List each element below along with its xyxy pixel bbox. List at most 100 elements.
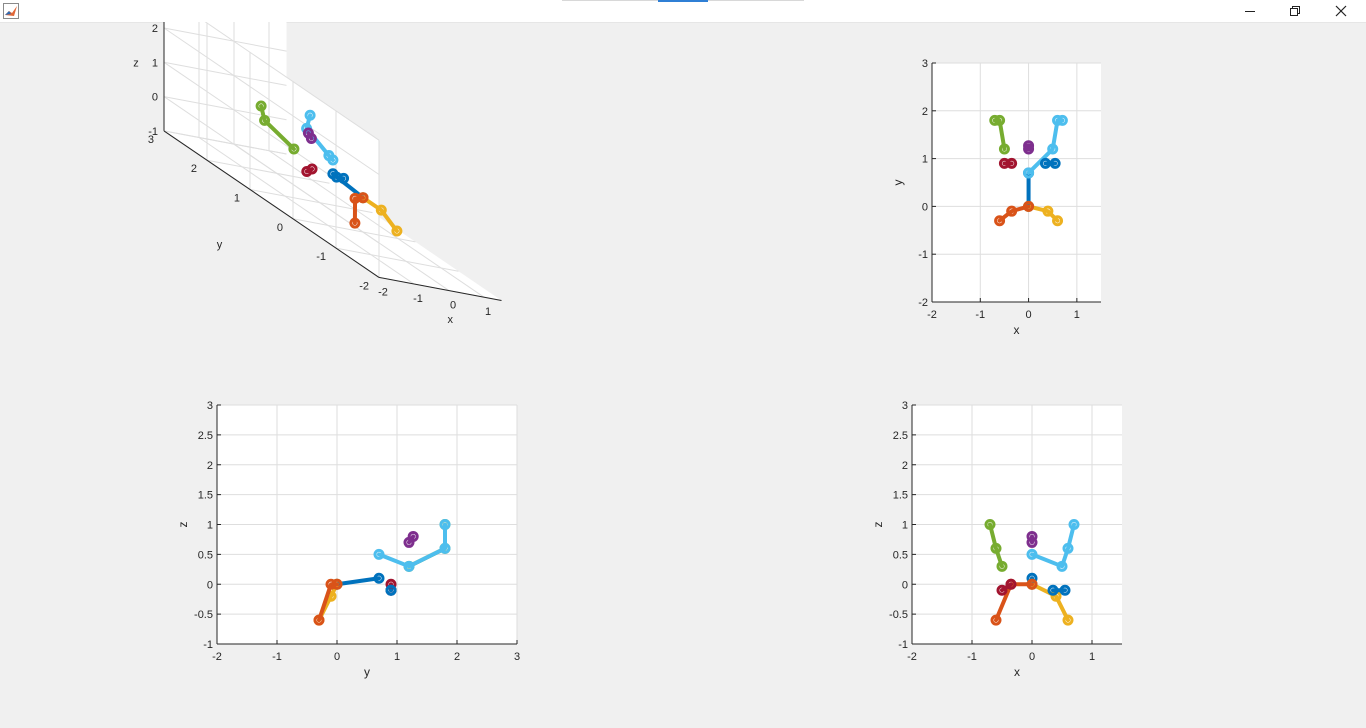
tick-label-z: 1 [152,57,158,69]
tick-label-y: -1 [316,251,326,263]
minimize-button[interactable] [1227,0,1273,22]
tick-label-y: 0 [902,579,908,591]
data-point-left-arm [259,114,271,126]
side-pane [164,22,379,278]
data-point-left-leg [331,578,343,590]
data-point-left-leg [349,217,361,229]
restore-button[interactable] [1272,0,1318,22]
data-point-right-leg [391,225,403,237]
tick-label-z: -1 [148,126,158,138]
tick-label-y: 2 [922,106,928,118]
grid-line-y [292,218,416,243]
data-point-head [1026,536,1038,548]
data-point-left-leg [1026,578,1038,590]
tick-label-y: -1 [898,639,908,651]
data-point-right-arm [1023,167,1035,179]
data-point-left-leg [1006,205,1018,217]
data-point-left-hip [998,157,1010,169]
data-point-right-hip [1049,157,1061,169]
data-point-right-arm [1047,143,1059,155]
grid-line-z [163,27,380,175]
tick-label-x: 0 [1026,309,1032,321]
data-point-right-hip [1047,584,1059,596]
data-point-left-leg [349,192,361,204]
data-point-right-arm [439,542,451,554]
data-point-left-arm [288,143,300,155]
data-point-right-hip [1059,584,1071,596]
tick-label-y: 0.5 [198,549,213,561]
tick-label-y: 1 [207,520,213,532]
tick-label-y: 0 [207,579,213,591]
tick-label-y: -2 [359,280,369,292]
grid-line-y [206,159,330,184]
y-axis [163,130,380,278]
data-point-right-arm [1062,542,1074,554]
series-line-right-arm [1030,522,1076,569]
data-point-right-hip [1039,157,1051,169]
tick-label-x: 0 [450,300,456,312]
data-point-left-hip [301,165,313,177]
active-tab-indicator [658,0,708,2]
data-point-left-arm [990,542,1002,554]
grid-line-y [335,247,459,272]
data-point-left-leg [313,614,325,626]
data-point-right-arm [1056,114,1068,126]
tick-label-x: 3 [514,651,520,663]
data-point-right-leg [1052,215,1064,227]
tick-label-y: 0.5 [893,549,908,561]
data-point-left-leg [994,215,1006,227]
tick-label-x: -1 [975,309,985,321]
series-line-right-leg [1030,582,1070,623]
tick-label-x: 1 [1074,309,1080,321]
data-point-left-hip [1005,578,1017,590]
series-line-right-leg [361,195,399,234]
data-point-head [1023,143,1035,155]
tick-label-y: 1 [922,154,928,166]
data-point-right-arm [439,519,451,530]
tick-label-x: 2 [454,651,460,663]
data-point-right-arm [304,109,316,121]
data-point-right-arm [1056,560,1068,572]
tick-label-y: 2 [191,163,197,175]
tick-label-y: -0.5 [194,609,213,621]
title-bar [0,0,1366,23]
tick-label-y: 3 [922,58,928,70]
tick-label-y: 3 [902,400,908,412]
x-axis [378,276,502,301]
close-button[interactable] [1318,0,1364,22]
data-point-right-arm [323,150,335,162]
y-axis-label: z [176,522,190,528]
tick-label-y: 3 [148,134,154,146]
tick-label-x: 1 [394,651,400,663]
restore-icon [1290,6,1300,16]
x-axis-label: y [364,665,370,679]
tick-label-y: -1 [918,249,928,261]
data-point-right-arm [403,560,415,572]
tick-label-y: 0 [922,201,928,213]
tick-label-y: 1 [902,520,908,532]
tick-label-x: 0 [1029,651,1035,663]
series-line-left-arm [988,522,1004,569]
data-point-right-hip [338,172,350,184]
tick-label-z: 2 [152,23,158,35]
data-point-right-arm [1068,519,1080,530]
axes-xy: -2 -1 0 1 -2 -1 0 1 2 3 x y [891,58,1101,337]
grid-line-z [163,130,287,155]
series-line-spine [335,576,381,587]
tick-label-x: -2 [927,309,937,321]
y-axis-label: y [217,239,223,251]
data-point-left-arm [998,143,1010,155]
data-point-left-hip [996,584,1008,596]
tick-label-x: 1 [1089,651,1095,663]
tick-label-y: 1.5 [893,490,908,502]
tick-label-y: 2 [902,460,908,472]
tick-label-y: 2.5 [198,430,213,442]
tick-label-y: 0 [277,222,283,234]
matlab-icon[interactable] [3,3,19,19]
tick-label-y: 2.5 [893,430,908,442]
data-point-left-arm [989,114,1001,126]
x-axis-label: x [448,314,454,326]
y-axis-label: y [891,180,905,186]
